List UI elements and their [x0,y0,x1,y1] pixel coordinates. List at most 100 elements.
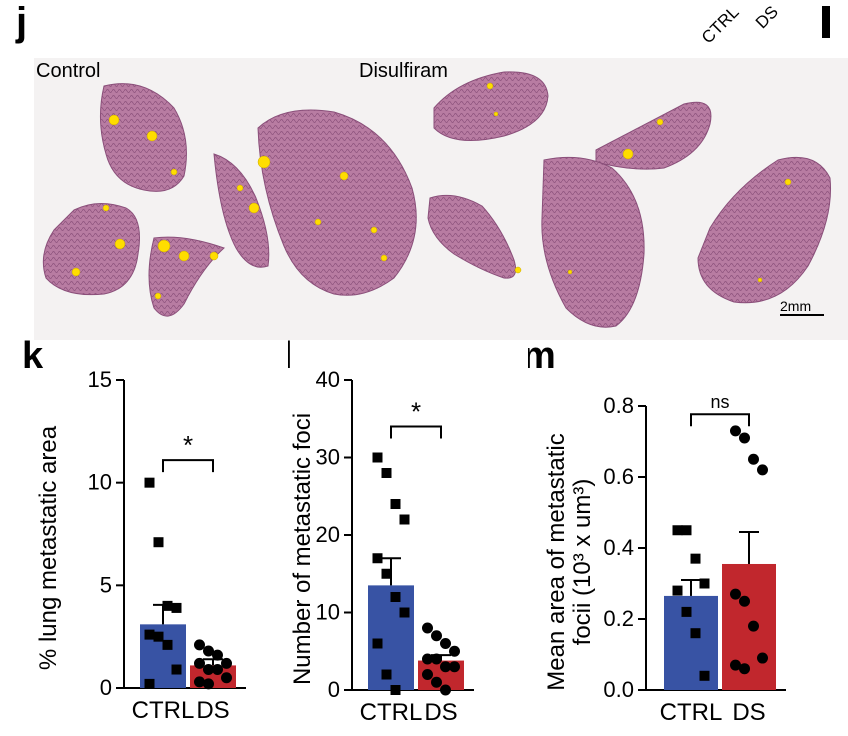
data-point-ds [431,676,442,688]
y-axis-label: Mean area of metastatic [543,433,570,690]
data-point-ctrl [171,664,182,675]
x-tick-label: DS [424,699,457,726]
data-point-ctrl [390,592,401,602]
data-point-ctrl [372,553,383,564]
y-axis-label: Number of metastatic foci [289,413,316,685]
chart-k: k 0 5 10 15 % lung metastatic area CTRL DS * [22,338,246,724]
x-tick-label: CTRL [660,699,723,726]
significance-bracket [162,459,214,473]
x-tick-label: DS [732,699,765,726]
lung-lobe-ds-2 [595,101,712,170]
lung-lobe-ctrl-5 [257,109,417,296]
lung-lobe-ctrl-3 [148,236,225,317]
y-tick-label: 15 [88,367,112,392]
significance-bracket [690,413,750,427]
y-tick-label: 0 [100,675,112,700]
data-point-ctrl [681,525,692,536]
legend-label-ctrl: CTRL [697,2,743,48]
panel-letter-m: m [528,338,556,377]
data-point-ds [203,678,214,690]
data-point-ctrl [153,537,164,548]
data-point-ctrl [690,628,701,639]
data-point-ctrl [390,685,401,695]
data-point-ctrl [372,638,383,649]
data-point-ctrl [381,468,392,478]
cropped-panel-edge [822,6,830,38]
y-tick-label: 0.4 [603,535,634,560]
y-tick-label: 0.6 [603,464,634,489]
chart-m: m 0.0 0.2 0.4 0.6 0.8 Mean area of metastatic f… [528,338,786,726]
lung-lobe-ds-5 [697,156,831,304]
x-tick-label: CTRL [132,697,195,724]
data-point-ds [757,464,768,476]
data-point-ds [422,669,433,680]
lung-lobe-ds-4 [427,194,517,279]
data-point-ds [194,657,205,669]
panel-letter-l: l [288,338,293,377]
data-point-ctrl [699,670,710,681]
data-point-ds [739,432,750,444]
data-point-ctrl [390,499,401,509]
data-point-ctrl [171,602,182,613]
data-point-ctrl [372,452,383,463]
y-tick-label: 40 [316,367,340,392]
lung-lobe-ctrl-4 [213,153,270,268]
data-point-ds [422,622,433,634]
metastatic-foci [71,82,792,300]
data-point-ctrl [690,553,701,564]
data-point-ds [440,661,451,673]
data-point-ctrl [162,639,173,650]
data-point-ds [194,676,205,688]
data-point-ctrl [681,606,692,617]
data-point-ds [431,630,442,642]
data-point-ctrl [144,477,155,488]
data-point-ctrl [144,629,155,640]
data-point-ds [730,588,741,600]
data-point-ds [221,672,232,684]
y-tick-label: 30 [316,445,340,470]
panel-letter-j: j [16,0,28,44]
data-point-ds [422,653,433,665]
y-tick-label: 10 [316,600,340,625]
data-point-ds [203,664,214,676]
histology-image [34,58,848,340]
data-point-ds [203,645,214,657]
data-point-ds [221,657,232,669]
data-point-ds [730,659,741,671]
data-point-ds [194,639,205,651]
data-point-ds [440,638,451,649]
data-point-ctrl [381,669,392,680]
data-point-ctrl [144,678,155,689]
data-point-ds [449,645,460,657]
data-point-ctrl [699,578,710,589]
data-point-ctrl [672,525,683,536]
x-tick-label: CTRL [360,699,423,726]
data-point-ds [449,661,460,673]
data-point-ctrl [399,607,410,618]
data-point-ds [757,652,768,664]
data-point-ds [431,653,442,665]
significance-label: * [183,430,193,460]
y-tick-label: 0 [328,677,340,702]
y-tick-label: 5 [100,572,112,597]
data-point-ds [212,649,223,661]
y-tick-label: 20 [316,522,340,547]
data-point-ctrl [162,600,173,611]
data-point-ctrl [672,585,683,596]
y-tick-label: 10 [88,470,112,495]
y-axis-label-2: focii (10³ x um³) [569,479,596,646]
panel-letter-k: k [22,338,44,377]
x-tick-label: DS [196,697,229,724]
y-tick-label: 0.8 [603,393,634,418]
data-point-ds [730,425,741,437]
data-point-ds [440,684,451,696]
data-point-ds [748,453,759,465]
scale-bar-label: 2mm [780,298,812,314]
significance-label: * [411,397,421,427]
lung-lobe-ctrl-2 [42,203,140,296]
lung-lobe-ds-1 [433,71,549,141]
label-control: Control [36,60,101,82]
label-disulfiram: Disulfiram [359,60,448,82]
data-point-ds [739,595,750,607]
